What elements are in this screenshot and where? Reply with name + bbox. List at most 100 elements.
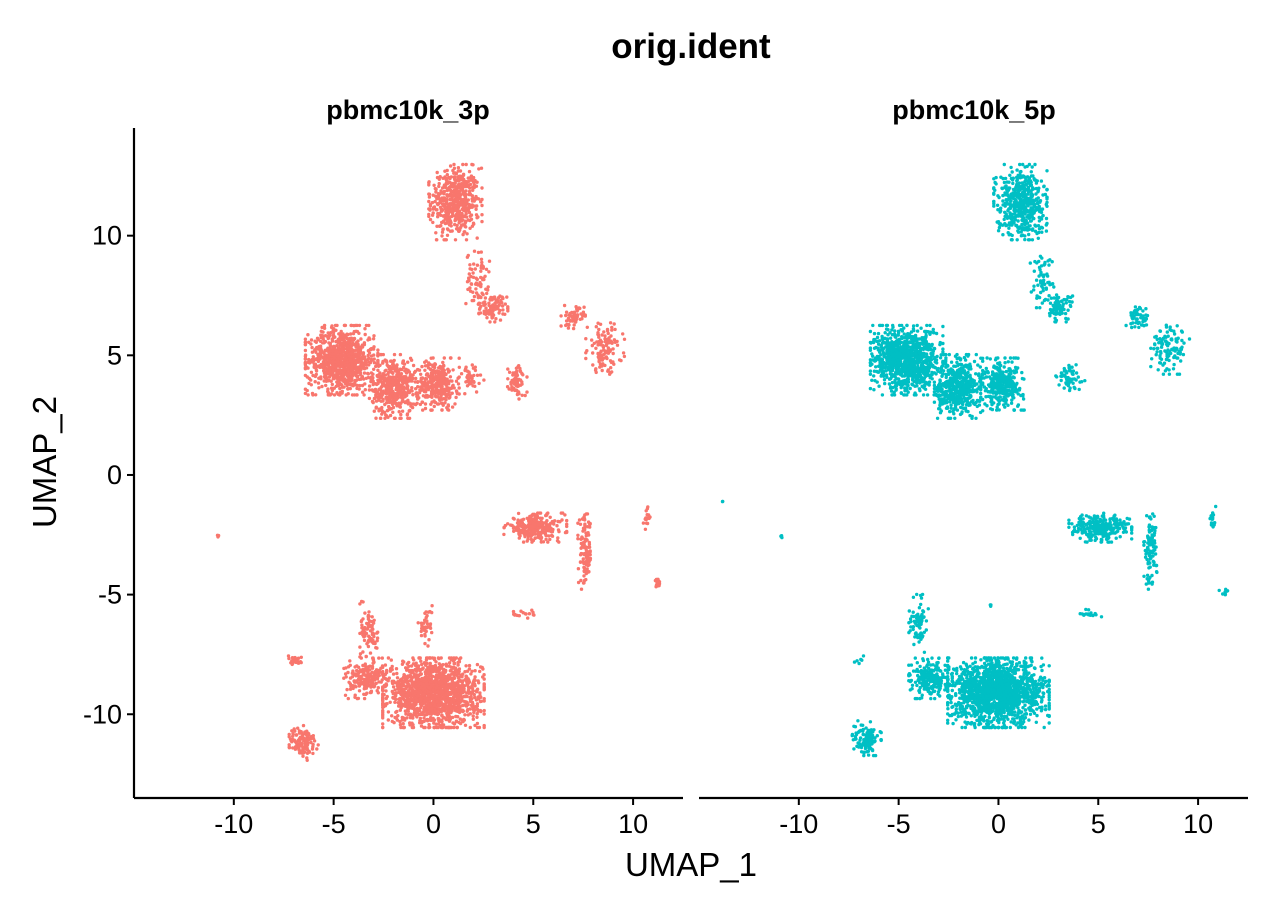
data-point [468,182,473,187]
data-point [301,754,305,758]
data-point [403,400,407,404]
data-point [310,345,314,350]
data-point [376,368,380,372]
data-point [371,400,375,405]
data-point [367,363,371,367]
data-point [408,722,413,726]
data-point [552,522,556,526]
data-point [404,378,408,383]
data-point [515,613,519,618]
data-point [536,535,540,539]
data-point [413,667,417,672]
data-point [345,360,349,364]
data-point [406,705,410,710]
data-point [390,370,394,375]
data-point [484,306,488,310]
data-point [612,338,617,342]
data-point [453,693,458,698]
cluster-0-10 [502,511,569,544]
data-point [438,676,442,680]
data-point [437,402,441,406]
data-point [517,397,521,401]
data-point [515,525,520,529]
data-point [601,362,605,366]
data-point [512,379,517,383]
data-point [523,531,528,536]
data-point [417,396,421,400]
data-point [449,175,454,179]
data-point [351,684,355,688]
data-point [404,693,409,698]
data-point [339,341,343,346]
data-point [586,545,590,549]
data-point [493,320,497,324]
data-point [476,215,480,219]
data-point [328,360,332,364]
data-point [502,532,506,537]
data-point [563,530,568,535]
data-point [457,193,461,198]
data-point [379,352,383,357]
data-point [514,388,518,392]
cluster-0-20 [286,654,303,667]
data-point [528,514,532,519]
data-point [310,350,315,354]
data-point [610,370,614,374]
data-point [468,725,472,730]
data-point [579,578,583,583]
data-point [336,392,340,396]
data-point [345,687,349,692]
data-point [433,694,437,699]
data-point [422,661,426,665]
data-point [597,327,601,332]
data-point [360,355,364,359]
facet-label-left: pbmc10k_3p [326,95,490,125]
data-point [460,223,465,227]
data-point [464,301,468,306]
data-point [424,377,429,381]
data-point [467,663,472,668]
data-point [383,376,387,380]
data-point [487,311,491,315]
data-point [580,312,584,317]
data-point [469,217,474,221]
data-point [429,356,433,360]
data-point [427,212,431,217]
data-point [462,687,466,691]
data-point [381,712,385,716]
data-point [428,362,432,367]
data-point [588,558,592,562]
data-point [442,669,447,673]
data-point [457,190,461,194]
data-point [406,713,411,717]
data-point [604,340,608,344]
data-point [443,392,447,396]
data-point [396,402,400,406]
data-point [403,369,407,373]
data-point [452,672,457,677]
data-point [342,335,346,339]
data-point [447,661,452,665]
data-point [428,690,433,694]
data-point [533,536,537,540]
data-point [461,709,465,713]
data-point [359,366,363,370]
data-point [454,379,459,383]
data-point [621,332,625,336]
data-point [613,327,617,332]
data-point [471,221,476,225]
data-point [325,334,330,339]
data-point [371,376,375,380]
data-point [453,238,458,242]
data-point [358,655,362,659]
data-point [438,198,443,203]
data-point [585,349,589,353]
data-point [452,166,457,170]
data-point [527,612,532,616]
data-point [583,528,587,532]
data-point [424,658,429,662]
data-point [340,362,344,366]
data-point [411,725,416,730]
data-point [564,310,569,314]
data-point [435,683,439,688]
